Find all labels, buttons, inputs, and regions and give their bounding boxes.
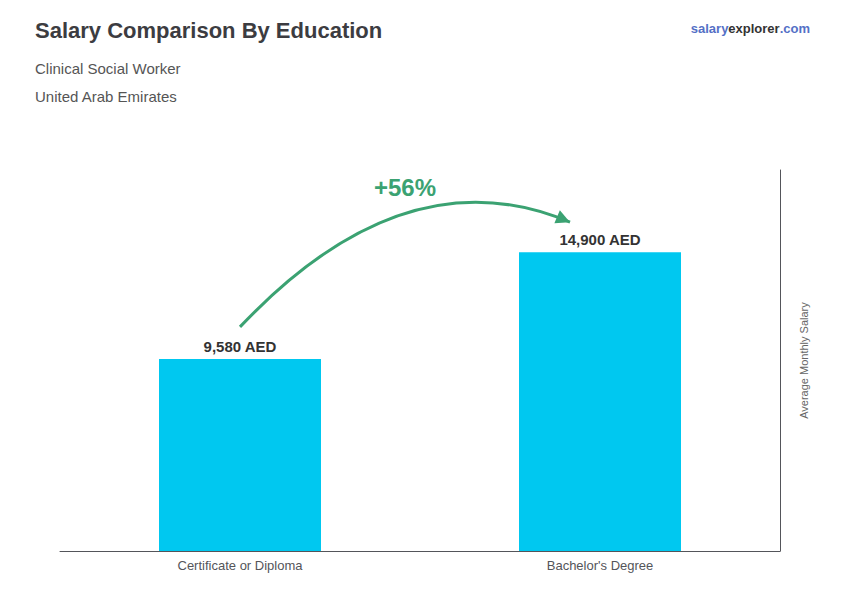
- svg-text:salary: salary: [691, 21, 729, 36]
- svg-text:Salary Comparison By Education: Salary Comparison By Education: [35, 18, 382, 43]
- svg-text:Certificate or Diploma: Certificate or Diploma: [178, 558, 304, 573]
- svg-text:United Arab Emirates: United Arab Emirates: [35, 88, 177, 105]
- svg-text:Average Monthly Salary: Average Monthly Salary: [798, 302, 810, 419]
- svg-text:+56%: +56%: [374, 174, 436, 201]
- svg-text:9,580 AED: 9,580 AED: [204, 338, 277, 355]
- svg-text:Bachelor's Degree: Bachelor's Degree: [547, 558, 654, 573]
- svg-text:14,900 AED: 14,900 AED: [559, 231, 640, 248]
- svg-text:explorer: explorer: [728, 21, 779, 36]
- svg-text:.com: .com: [780, 21, 810, 36]
- svg-text:Clinical Social Worker: Clinical Social Worker: [35, 60, 181, 77]
